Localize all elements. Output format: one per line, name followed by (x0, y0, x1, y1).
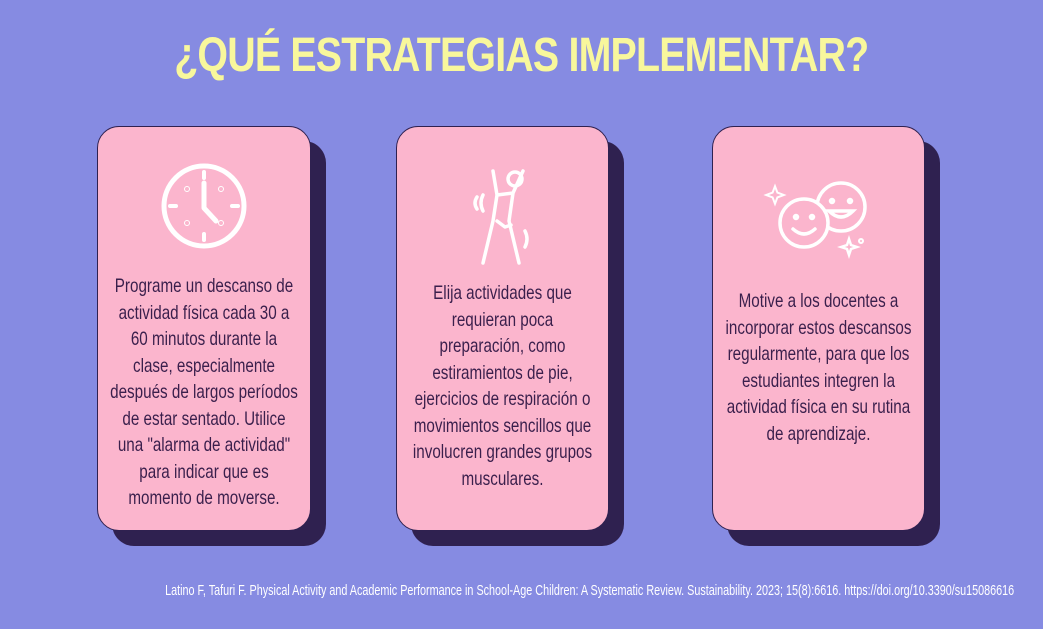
smiling-faces-icon (713, 175, 924, 275)
strategy-card-1: Programe un descanso de actividad física … (97, 126, 311, 531)
citation: Latino F, Tafuri F. Physical Activity an… (165, 582, 1015, 599)
strategy-card-3: Motive a los docentes a incorporar estos … (712, 126, 925, 531)
card-text: Programe un descanso de actividad física … (110, 275, 298, 509)
clock-icon (98, 163, 310, 263)
stretching-person-icon (397, 165, 608, 265)
card-text: Elija actividades que requieran poca prepa… (412, 282, 593, 490)
page-title: ¿QUÉ ESTRATEGIAS IMPLEMENTAR? (174, 29, 869, 82)
strategy-card-2: Elija actividades que requieran poca prepa… (396, 126, 609, 531)
card-text: Motive a los docentes a incorporar estos … (725, 290, 912, 445)
